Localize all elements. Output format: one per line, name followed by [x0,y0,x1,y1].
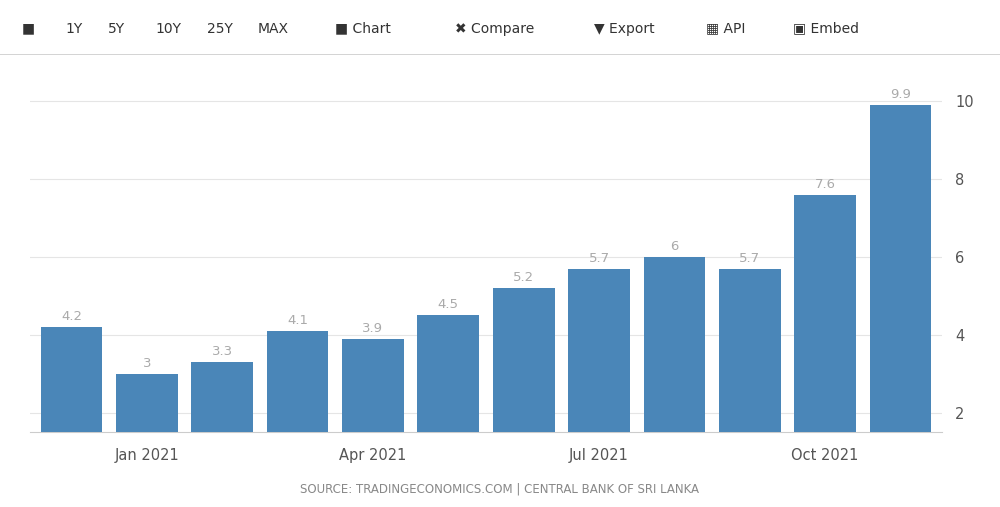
Bar [191,362,253,490]
Text: 5.7: 5.7 [588,251,610,265]
Text: 5.7: 5.7 [739,251,760,265]
Text: 5Y: 5Y [108,22,125,35]
Text: ■: ■ [22,22,35,35]
Bar [41,327,102,490]
Bar [644,257,705,490]
Bar [870,105,931,490]
Text: MAX: MAX [258,22,289,35]
Text: 25Y: 25Y [207,22,233,35]
Text: 3: 3 [143,357,151,370]
Text: 3.9: 3.9 [362,321,383,335]
Bar [267,331,328,490]
Bar [342,339,404,490]
Text: 5.2: 5.2 [513,271,534,284]
Text: ▦ API: ▦ API [706,22,745,35]
Text: 3.3: 3.3 [212,345,233,358]
Bar [493,288,555,490]
Text: 10Y: 10Y [155,22,181,35]
Text: 4.2: 4.2 [61,310,82,323]
Text: 4.5: 4.5 [438,298,459,311]
Text: 9.9: 9.9 [890,88,911,101]
Bar [568,269,630,490]
Bar [794,195,856,490]
Text: ■ Chart: ■ Chart [335,22,391,35]
Text: ▼ Export: ▼ Export [594,22,655,35]
Text: ▣ Embed: ▣ Embed [793,22,859,35]
Text: 1Y: 1Y [65,22,82,35]
Text: 6: 6 [670,240,679,253]
Text: 7.6: 7.6 [815,177,836,191]
Bar [719,269,781,490]
Text: 4.1: 4.1 [287,314,308,327]
Bar [417,315,479,490]
Bar [116,374,178,490]
Text: SOURCE: TRADINGECONOMICS.COM | CENTRAL BANK OF SRI LANKA: SOURCE: TRADINGECONOMICS.COM | CENTRAL B… [300,483,700,496]
Text: ✖ Compare: ✖ Compare [455,22,534,35]
